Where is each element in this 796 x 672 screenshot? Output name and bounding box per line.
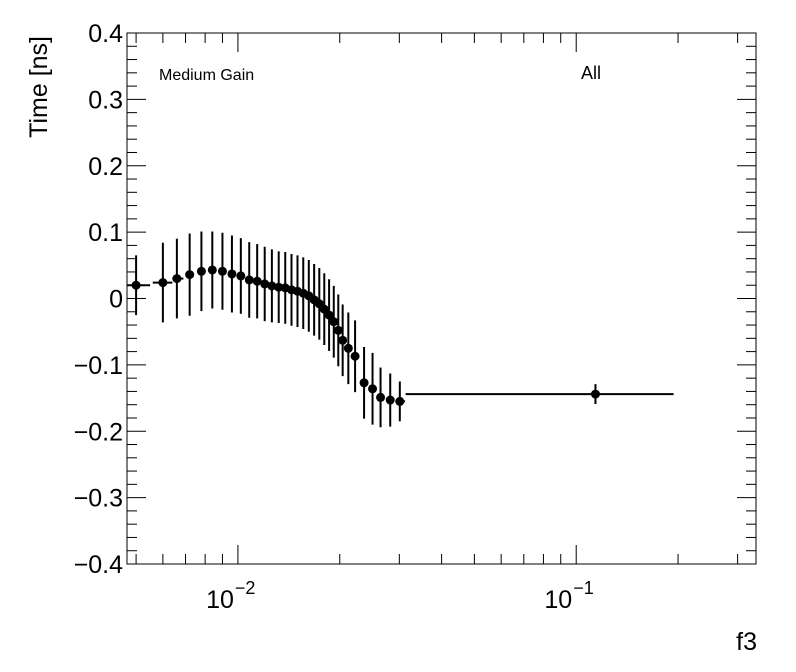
data-point [185,270,195,280]
data-point [338,335,348,345]
annotation-medium-gain: Medium Gain [159,67,254,84]
data-point [252,276,262,286]
data-point [590,389,600,399]
data-point [395,396,405,406]
data-point [131,280,141,290]
data-point [324,310,334,320]
data-point [260,279,270,289]
y-tick-label: −0.4 [74,551,123,579]
y-tick-label: −0.1 [74,352,123,380]
data-point [333,325,343,335]
data-point [227,269,237,279]
data-point [385,395,395,405]
x-axis-title: f3 [736,628,757,656]
data-point [207,265,217,275]
x-tick-label-exponent: −1 [573,578,594,598]
data-point [319,304,329,314]
y-tick-label: 0 [109,286,123,314]
y-axis: 0.4 0.3 0.2 0.1 0 −0.1 −0.2 −0.3 −0.4 [74,20,756,579]
data-point [267,281,277,291]
data-point [368,384,378,394]
data-point [359,378,369,388]
data-point [158,278,168,288]
x-axis: 10 −2 10 −1 [135,33,739,614]
x-tick-label-base: 10 [206,586,234,614]
annotation-all: All [581,63,601,83]
data-point [244,275,254,285]
y-tick-label: −0.3 [74,485,123,513]
data-point [236,271,246,281]
data-point [172,274,182,284]
y-tick-label: 0.2 [88,153,123,181]
x-tick-label-exponent: −2 [235,578,256,598]
data-point [376,392,386,402]
data-point [343,343,353,353]
data-point [274,282,284,292]
data-point [350,351,360,361]
y-tick-label: 0.3 [88,86,123,114]
y-tick-label: −0.2 [74,418,123,446]
data-point [196,266,206,276]
data-point [329,317,339,327]
y-axis-title: Time [ns] [25,36,53,138]
data-point [217,266,227,276]
data-series [127,231,674,428]
y-tick-label: 0.1 [88,219,123,247]
x-tick-label-base: 10 [544,586,572,614]
y-tick-label: 0.4 [88,20,123,48]
